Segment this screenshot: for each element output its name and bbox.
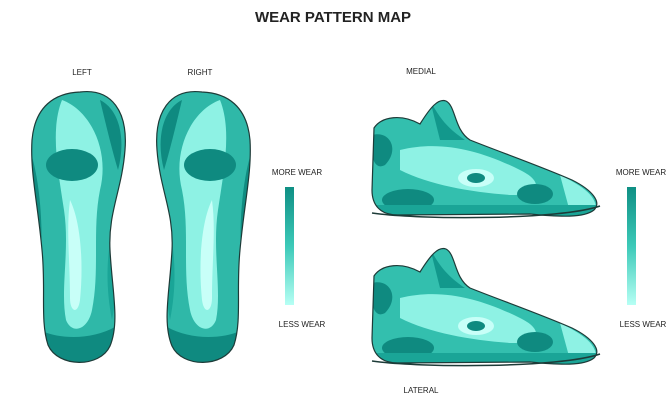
insole-label: RIGHT [188,68,213,77]
left-insole [28,92,125,370]
insole-label: LEFT [72,68,92,77]
legend-bar [285,187,294,305]
legend-top: MORE WEAR [272,168,322,177]
lateral-shoe [372,248,600,368]
view-label: LATERAL [404,386,440,395]
legend-bottom: LESS WEAR [620,320,667,329]
legend-bar [627,187,636,305]
view-label: MEDIAL [406,67,436,76]
medial-shoe [372,100,600,220]
title: WEAR PATTERN MAP [255,9,411,26]
right-insole [157,92,254,370]
legend-top: MORE WEAR [616,168,666,177]
legend-bottom: LESS WEAR [279,320,326,329]
